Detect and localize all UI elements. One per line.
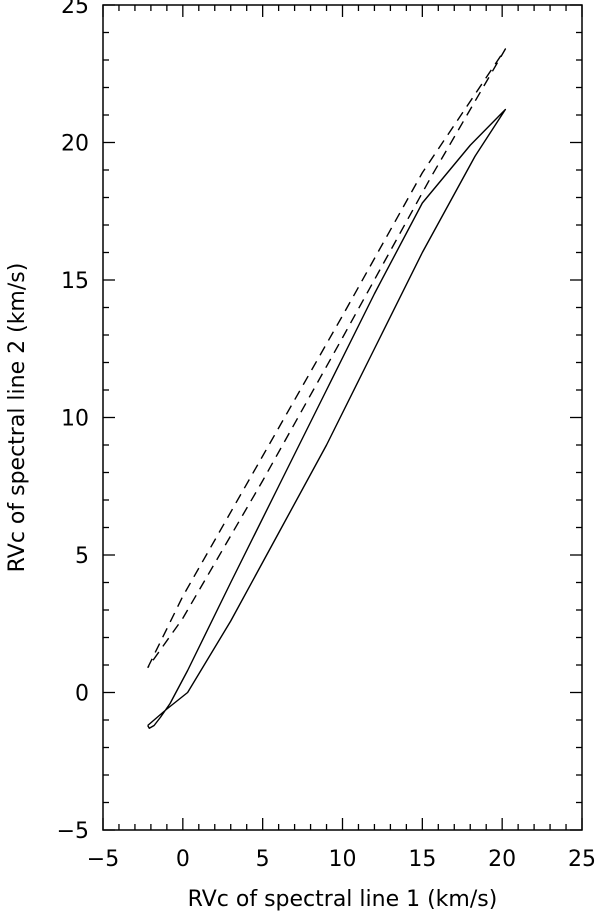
series-dashed-line <box>147 48 507 669</box>
x-tick-label: 5 <box>256 847 270 872</box>
y-tick-label: 5 <box>75 544 89 569</box>
x-tick-label: 20 <box>488 847 516 872</box>
x-tick-label: −5 <box>87 847 119 872</box>
axis-ticks <box>102 4 583 831</box>
y-tick-label: 15 <box>61 269 89 294</box>
plot-frame <box>102 4 583 831</box>
series-solid-line <box>147 108 507 729</box>
series-layer <box>147 48 507 729</box>
x-tick-label: 25 <box>568 847 596 872</box>
y-tick-label: 0 <box>75 682 89 707</box>
x-tick-label: 15 <box>408 847 436 872</box>
y-tick-label: 10 <box>61 407 89 432</box>
y-tick-label: 25 <box>61 0 89 19</box>
y-tick-label: 20 <box>61 132 89 157</box>
x-tick-label: 0 <box>176 847 190 872</box>
y-tick-label: −5 <box>57 819 89 844</box>
x-tick-label: 10 <box>329 847 357 872</box>
y-axis-label: RVc of spectral line 2 (km/s) <box>5 263 30 573</box>
tick-labels: −5 0 5 10 15 20 25 −5 0 5 10 15 20 25 <box>57 0 596 872</box>
x-axis-label: RVc of spectral line 1 (km/s) <box>188 887 498 912</box>
